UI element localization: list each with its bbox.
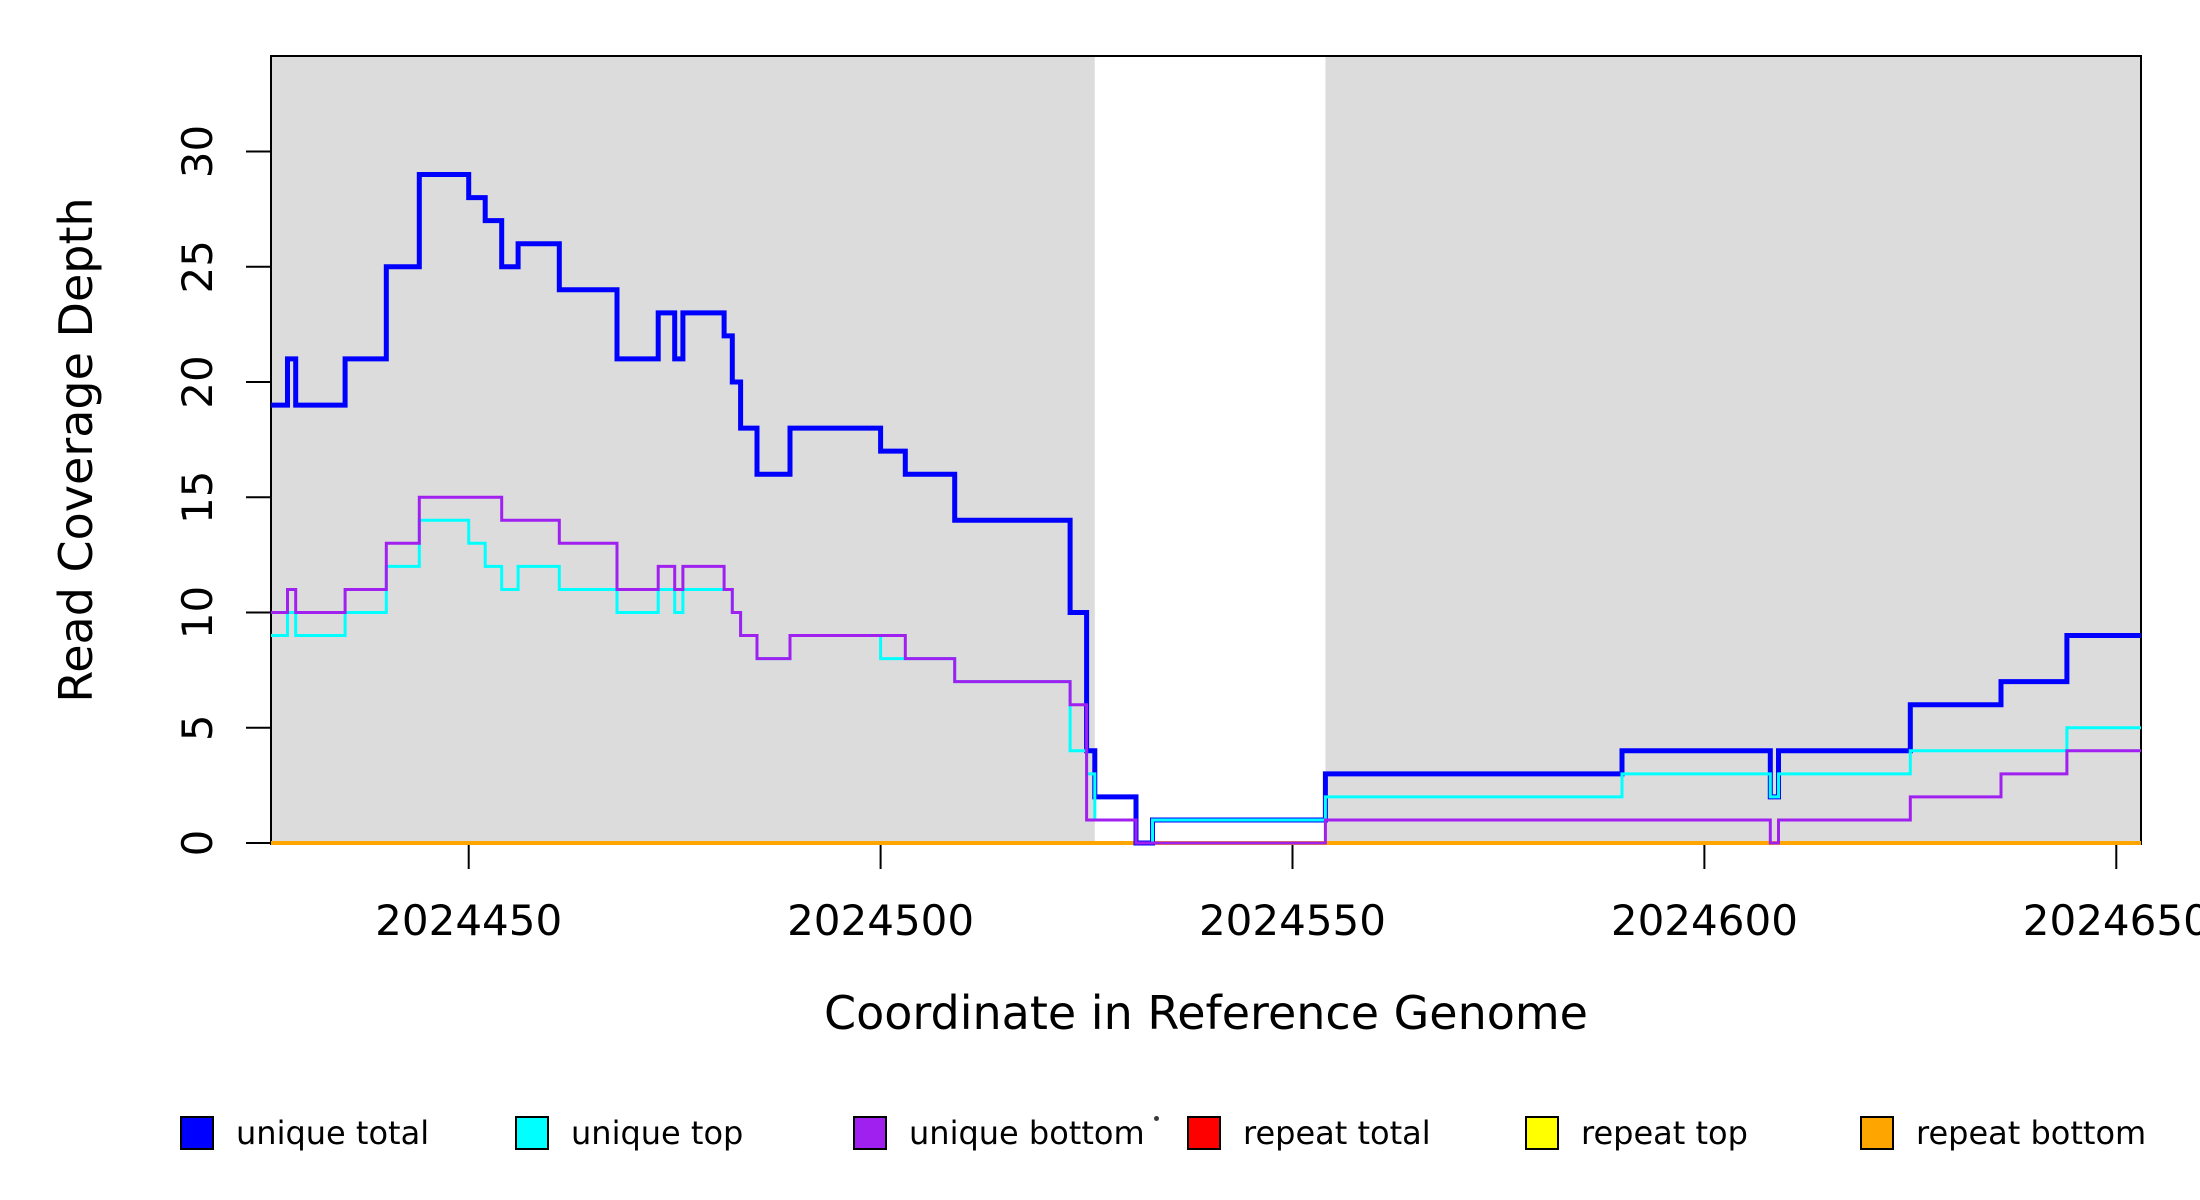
y-tick-label: 20 — [173, 355, 222, 408]
unique-total-line — [271, 172, 2141, 846]
y-tick-label: 10 — [173, 586, 222, 639]
y-tick-label: 25 — [173, 240, 222, 293]
unique-region-right-band — [1325, 56, 2141, 844]
x-tick-label: 2024450 — [375, 896, 562, 945]
unique-bottom-line — [271, 495, 2141, 845]
x-tick-label: 2024650 — [2023, 896, 2200, 945]
y-tick-label: 0 — [173, 830, 222, 857]
stray-mark — [1154, 1116, 1159, 1121]
y-axis-title: Read Coverage Depth — [49, 197, 103, 703]
x-tick-label: 2024500 — [787, 896, 974, 945]
y-tick-label: 15 — [173, 471, 222, 524]
y-tick-label: 5 — [173, 714, 222, 741]
y-tick-label: 30 — [173, 125, 222, 178]
x-tick-label: 2024600 — [1611, 896, 1798, 945]
unique-region-left-band — [271, 56, 1095, 844]
x-axis-title: Coordinate in Reference Genome — [824, 986, 1588, 1040]
x-tick-label: 2024550 — [1199, 896, 1386, 945]
